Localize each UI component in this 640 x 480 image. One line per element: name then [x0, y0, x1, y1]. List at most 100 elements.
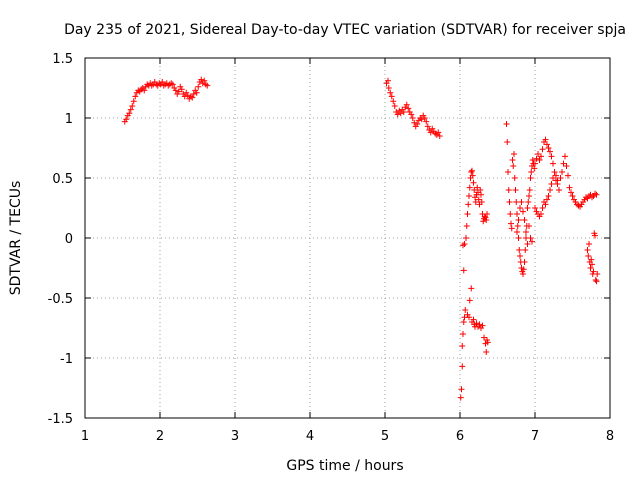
data-point [129, 103, 136, 109]
data-point [585, 253, 592, 259]
data-point [508, 225, 515, 232]
data-point [551, 169, 558, 175]
data-point [464, 211, 471, 217]
data-point [198, 76, 205, 83]
data-point [458, 386, 465, 393]
data-point [594, 271, 601, 277]
data-point [172, 87, 179, 94]
x-tick-label: 3 [231, 429, 239, 444]
data-point [473, 320, 480, 327]
data-point [484, 339, 491, 346]
data-point [466, 193, 472, 199]
data-point [468, 169, 475, 175]
data-point [514, 229, 520, 235]
data-point [483, 217, 490, 223]
data-point [536, 157, 543, 163]
x-tick-label: 2 [156, 429, 164, 444]
data-point [584, 247, 591, 253]
data-point [476, 321, 483, 328]
data-point [562, 153, 568, 160]
data-point [427, 129, 434, 136]
data-point [553, 172, 559, 179]
data-point [516, 247, 523, 253]
data-point [178, 86, 185, 93]
data-point [518, 199, 525, 205]
data-point [526, 223, 532, 229]
data-point [575, 202, 582, 209]
data-point [512, 187, 519, 193]
data-point [505, 169, 511, 175]
data-point [466, 314, 472, 321]
data-point [470, 316, 477, 323]
data-point [466, 297, 473, 304]
data-point [457, 394, 464, 401]
data-point [385, 85, 392, 91]
data-point [593, 278, 600, 285]
data-point [544, 196, 550, 203]
data-point [565, 172, 571, 179]
y-tick-label: -0.5 [48, 292, 73, 307]
data-point [505, 187, 512, 193]
data-point [527, 235, 534, 241]
data-point [521, 259, 528, 265]
y-tick-label: -1 [60, 352, 73, 367]
data-point [531, 165, 538, 172]
data-point [478, 199, 485, 205]
data-point [435, 129, 442, 136]
data-point [463, 223, 470, 229]
data-point [514, 211, 520, 217]
data-point [514, 223, 521, 229]
y-tick-label: -1.5 [48, 412, 73, 427]
data-point [586, 241, 592, 247]
data-point [511, 151, 517, 157]
data-point [524, 241, 531, 247]
data-point [391, 103, 398, 109]
data-point [515, 217, 522, 223]
data-point [589, 261, 595, 268]
data-point [459, 343, 466, 349]
data-point [388, 93, 395, 100]
y-tick-label: 0.5 [52, 172, 73, 187]
data-point [508, 220, 514, 227]
data-point [414, 121, 421, 127]
data-point [513, 199, 520, 205]
data-point [538, 211, 544, 217]
data-point [517, 253, 523, 259]
data-point [523, 229, 529, 235]
y-axis: -1.5 -1 -0.5 0 0.5 1 1.5 [48, 52, 610, 427]
data-point [460, 242, 466, 249]
data-point [545, 145, 552, 151]
data-point [539, 146, 546, 153]
data-point [469, 167, 475, 174]
data-point [411, 119, 418, 126]
data-point [479, 322, 486, 329]
x-tick-label: 6 [456, 429, 464, 444]
data-point [559, 169, 565, 175]
y-tick-label: 0 [65, 232, 73, 247]
data-point [421, 115, 428, 121]
data-point [470, 179, 477, 186]
x-tick-label: 4 [306, 429, 314, 444]
data-point [547, 187, 553, 193]
data-point [527, 175, 534, 181]
data-point [462, 307, 469, 313]
data-point [566, 184, 573, 191]
data-point [592, 277, 599, 283]
data-point [190, 91, 197, 97]
data-point [539, 205, 546, 211]
data-point [403, 101, 410, 108]
data-point [466, 184, 473, 191]
data-point [418, 116, 425, 123]
data-point [544, 141, 550, 148]
data-point [169, 81, 176, 88]
data-point [517, 205, 523, 211]
data-point [503, 121, 510, 127]
data-point [465, 201, 472, 208]
data-point [461, 241, 468, 247]
data-point [132, 93, 139, 100]
data-point [532, 205, 538, 211]
x-tick-label: 5 [381, 429, 389, 444]
data-point [181, 93, 188, 100]
data-point [550, 160, 556, 167]
